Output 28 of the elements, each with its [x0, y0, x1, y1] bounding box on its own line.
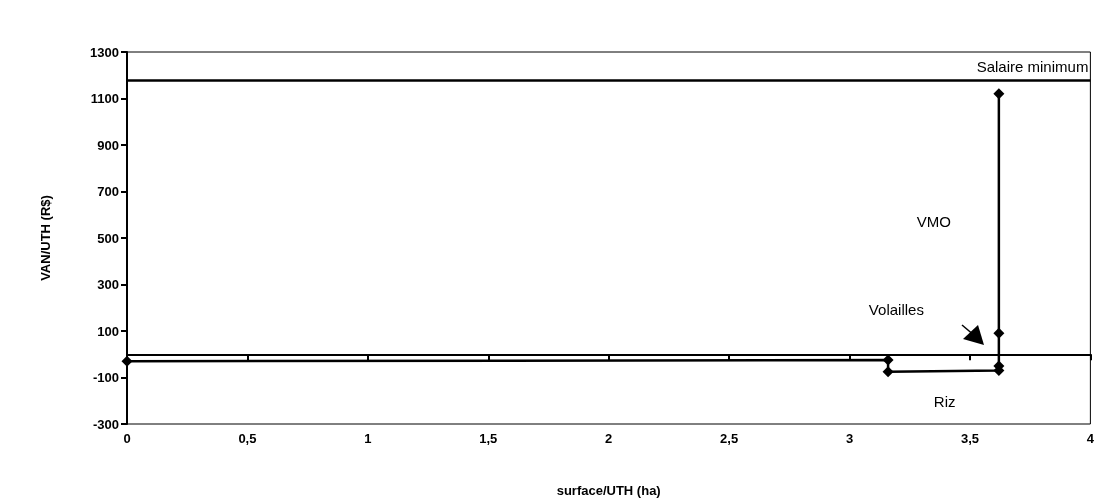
point [121, 355, 133, 367]
y-tick-label: 500 [97, 230, 119, 246]
y-tick-label: 300 [97, 277, 119, 292]
y-axis-title: VAN/UTH (R$) [38, 195, 53, 281]
point [882, 366, 894, 378]
x-tick-label: 0,5 [238, 431, 257, 446]
x-tick-label: 3,5 [960, 431, 979, 446]
y-tick-label: 900 [97, 137, 119, 153]
point [993, 88, 1005, 100]
y-tick-label: 1300 [90, 44, 119, 60]
x-tick-label: 0 [123, 431, 131, 446]
y-tick-label: -300 [92, 416, 119, 432]
y-tick-label: 100 [97, 323, 119, 339]
x-tick-label: 1 [364, 431, 372, 446]
x-tick-label: 2 [605, 431, 613, 446]
y-tick-label: 700 [97, 184, 119, 199]
point [993, 327, 1005, 339]
y-tick-label: 1100 [90, 91, 119, 106]
x-tick-label: 2,5 [720, 431, 739, 446]
ref-line-label: Salaire minimum [976, 57, 1089, 75]
y-tick-label: -100 [92, 370, 119, 385]
x-tick-label: 4 [1086, 431, 1095, 446]
annotation: VMO [916, 213, 952, 231]
x-tick-label: 3 [845, 431, 854, 446]
annotation: Volailles [868, 301, 924, 319]
annotation: Riz [933, 392, 956, 410]
x-axis-title: surface/UTH (ha) [556, 483, 661, 498]
x-tick-label: 1,5 [479, 431, 498, 446]
